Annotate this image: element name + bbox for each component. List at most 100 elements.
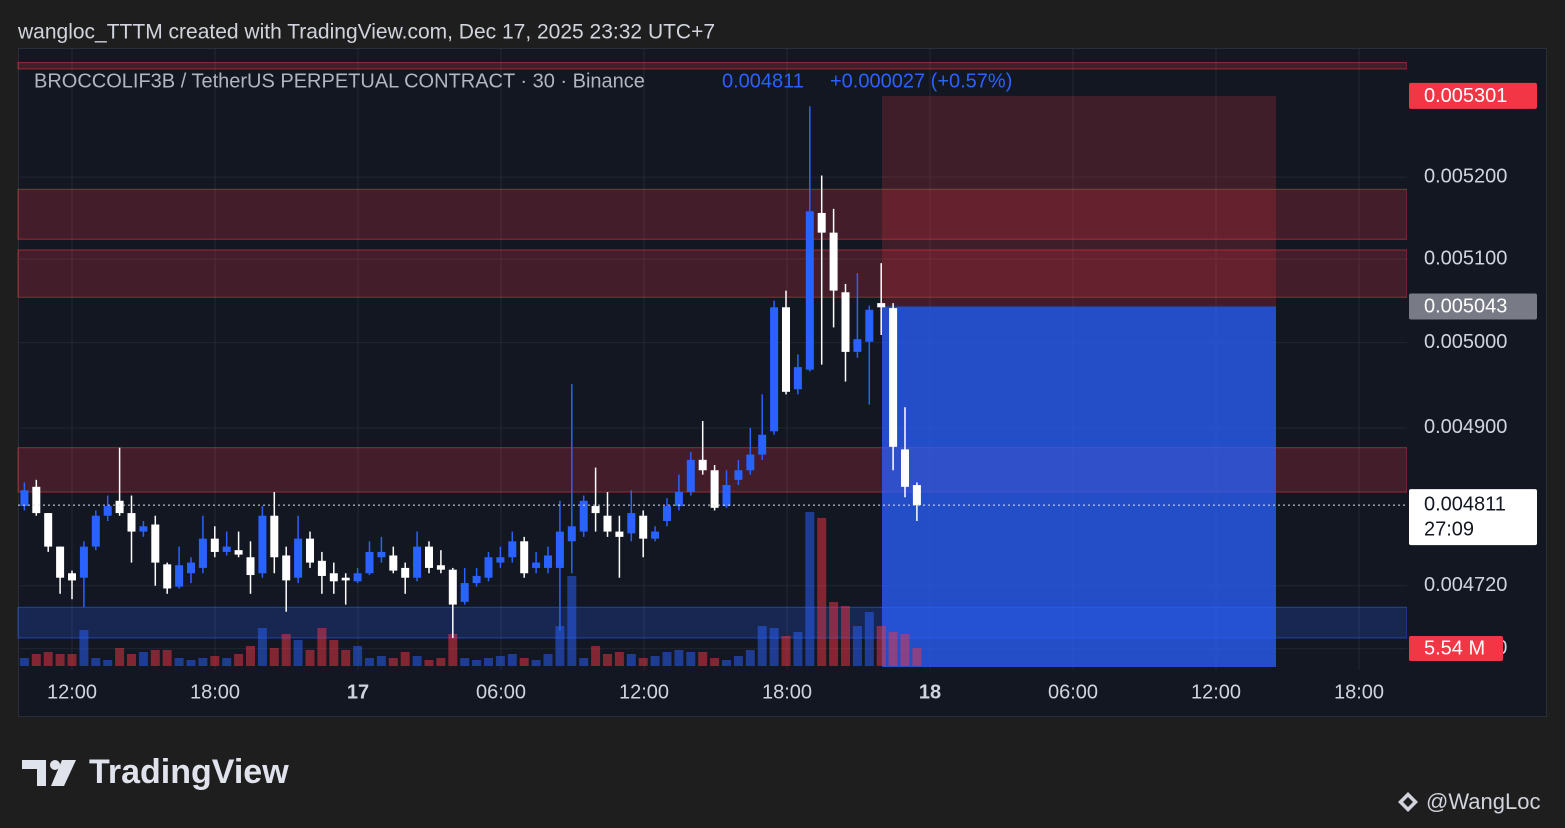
target-label-bg <box>1409 82 1537 109</box>
candle-body <box>793 367 802 390</box>
volume-bar <box>400 651 410 666</box>
countdown: 27:09 <box>1424 518 1474 540</box>
candle-body <box>341 577 350 581</box>
candle-body <box>68 573 76 581</box>
volume-bar <box>150 650 160 666</box>
candle-body <box>889 308 898 447</box>
volume-bar <box>91 658 101 666</box>
candle-body <box>555 531 564 568</box>
candle-body <box>151 524 160 563</box>
candle-body <box>639 515 648 539</box>
candle-body <box>234 550 243 555</box>
candle-body <box>591 506 600 514</box>
candle-body <box>805 211 814 370</box>
candle-body <box>258 515 267 574</box>
candle-body <box>901 449 909 487</box>
candle-body <box>912 485 921 506</box>
candle-body <box>198 538 207 568</box>
volume-bar <box>234 654 244 666</box>
time-axis <box>19 670 1407 716</box>
candle-body <box>496 557 505 563</box>
x-tick-label: 17 <box>347 681 369 703</box>
volume-bar <box>19 658 29 666</box>
candle-body <box>127 513 136 532</box>
candle-body <box>91 515 100 547</box>
volume-bar <box>710 658 720 666</box>
volume-bar <box>127 654 136 666</box>
volume-bar <box>900 633 910 666</box>
volume-bar <box>722 659 731 666</box>
candle-body <box>139 526 148 532</box>
candle-body <box>484 557 493 578</box>
candle-body <box>686 459 695 493</box>
volume-label-bg <box>1409 635 1503 661</box>
candle-body <box>567 526 576 542</box>
candle-body <box>663 506 671 522</box>
volume-bar <box>472 659 482 666</box>
candle-body <box>877 303 886 308</box>
candle-body <box>56 546 65 578</box>
volume-bar <box>507 654 517 666</box>
volume-bar <box>365 658 374 666</box>
volume-bar <box>103 659 113 666</box>
candle-body <box>425 546 433 568</box>
candle-body <box>103 506 112 516</box>
candle-body <box>389 555 398 571</box>
candle-body <box>187 562 195 574</box>
candle-body <box>615 531 624 537</box>
y-tick-label: 0.005200 <box>1424 165 1507 187</box>
volume-bar <box>115 647 125 666</box>
candle-body <box>460 583 469 602</box>
x-tick-label: 12:00 <box>1191 681 1241 703</box>
entry-label-bg <box>1409 293 1537 320</box>
volume-bar <box>79 629 89 666</box>
brand: TradingView <box>89 753 289 791</box>
volume-bar <box>448 633 458 666</box>
volume-bar <box>353 645 363 666</box>
candle-body <box>734 470 743 480</box>
volume-bar <box>222 658 232 666</box>
volume-bar <box>543 654 553 666</box>
volume-bar <box>31 654 41 666</box>
plot-area: 0.005200 0.005100 0.005000 0.004900 0.004720… <box>17 49 1546 716</box>
credit: wangloc_TTTM created with TradingView.co… <box>17 21 715 44</box>
volume-bar <box>626 654 636 666</box>
volume-bar <box>495 655 505 666</box>
x-tick-label: 18:00 <box>190 681 240 703</box>
volume-bar <box>757 625 767 666</box>
candle-body <box>472 575 481 584</box>
last-price-label: 0.004811 <box>1424 493 1506 515</box>
volume-bar <box>698 651 708 666</box>
volume-bar <box>650 655 660 666</box>
y-tick-label: 0.005000 <box>1424 331 1507 353</box>
volume-bar <box>841 605 850 666</box>
volume-bar <box>674 650 684 666</box>
candle-body <box>758 434 767 455</box>
candle-body <box>210 538 219 552</box>
candle-body <box>270 515 279 558</box>
volume-bar <box>293 640 303 666</box>
candle-body <box>294 538 303 578</box>
volume-bar <box>269 647 279 666</box>
volume-bar <box>555 625 565 666</box>
candle-body <box>532 562 541 568</box>
candle-body <box>722 485 731 507</box>
candle-body <box>782 307 790 392</box>
volume-bar <box>281 633 291 666</box>
volume-bar <box>174 658 184 666</box>
candle-body <box>651 531 660 539</box>
logo-shape <box>51 760 76 786</box>
volume-bar <box>912 647 922 666</box>
candle-body <box>246 557 255 576</box>
candle-body <box>865 309 874 342</box>
volume-bar <box>436 658 446 666</box>
candle-body <box>44 513 53 547</box>
candle-body <box>365 551 374 574</box>
position-profit <box>882 95 1276 307</box>
candle-body <box>520 541 529 574</box>
volume-bar <box>67 654 77 666</box>
candle-body <box>329 573 338 582</box>
candle-body <box>817 212 826 233</box>
